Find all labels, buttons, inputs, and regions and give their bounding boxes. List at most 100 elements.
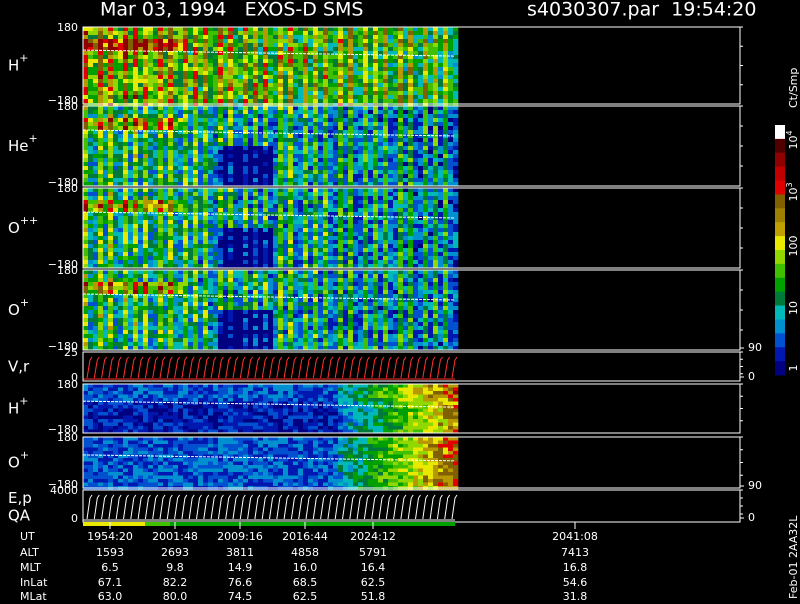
spectrogram-cell [328, 87, 333, 91]
spectrogram-cell [228, 216, 233, 220]
spectrogram-cell [443, 138, 448, 142]
spectrogram-cell [93, 110, 98, 114]
spectrogram-cell [343, 174, 348, 178]
spectrogram-cell [343, 204, 348, 208]
spectrogram-cell [213, 188, 218, 192]
spectrogram-cell [313, 47, 318, 51]
spectrogram-cell [428, 158, 433, 162]
spectrogram-cell [198, 95, 203, 99]
spectrogram-cell [288, 204, 293, 208]
spectrogram-cell [333, 83, 338, 87]
spectrogram-cell [213, 166, 218, 170]
spectrogram-cell [213, 142, 218, 146]
spectrogram-cell [138, 27, 143, 31]
spectrogram-cell [398, 138, 403, 142]
spectrogram-cell [83, 342, 88, 346]
spectrogram-cell [308, 228, 313, 232]
spectrogram-cell [143, 216, 148, 220]
spectrogram-cell [103, 138, 108, 142]
spectrogram-cell [323, 158, 328, 162]
spectrogram-cell [143, 31, 148, 35]
spectrogram-cell [193, 39, 198, 43]
spectrogram-cell [368, 146, 373, 150]
spectrogram-cell [418, 114, 423, 118]
spectrogram-cell [148, 71, 153, 75]
spectrogram-cell [98, 71, 103, 75]
spectrogram-cell [303, 126, 308, 130]
spectrogram-cell [443, 75, 448, 79]
spectrogram-cell [133, 39, 138, 43]
spectrogram-cell [93, 216, 98, 220]
spectrogram-cell [383, 67, 388, 71]
spectrogram-cell [173, 126, 178, 130]
spectrogram-cell [398, 146, 403, 150]
spectrogram-cell [238, 162, 243, 166]
spectrogram-cell [148, 240, 153, 244]
spectrogram-cell [188, 134, 193, 138]
spectrogram-cell [178, 106, 183, 110]
spectrogram-cell [408, 63, 413, 67]
spectrogram-cell [308, 188, 313, 192]
spectrogram-cell [248, 43, 253, 47]
spectrogram-cell [368, 178, 373, 182]
spectrogram-cell [303, 146, 308, 150]
spectrogram-cell [428, 154, 433, 158]
spectrogram-cell [343, 110, 348, 114]
spectrogram-cell [213, 204, 218, 208]
spectrogram-cell [448, 150, 453, 154]
spectrogram-cell [453, 59, 458, 63]
spectrogram-cell [313, 204, 318, 208]
spectrogram-cell [178, 236, 183, 240]
spectrogram-cell [453, 95, 458, 99]
spectrogram-cell [248, 248, 253, 252]
spectrogram-cell [113, 286, 118, 290]
spectrogram-cell [93, 118, 98, 122]
spectrogram-cell [218, 114, 223, 118]
spectrogram-cell [413, 178, 418, 182]
spectrogram-cell [128, 204, 133, 208]
spectrogram-cell [363, 91, 368, 95]
spectrogram-cell [143, 240, 148, 244]
spectrogram-cell [283, 208, 288, 212]
spectrogram-cell [373, 236, 378, 240]
spectrogram-cell [98, 178, 103, 182]
spectrogram-cell [443, 192, 448, 196]
spectrogram-cell [448, 244, 453, 248]
spectrogram-cell [293, 188, 298, 192]
spectrogram-cell [373, 79, 378, 83]
spectrogram-cell [373, 208, 378, 212]
spectrogram-cell [338, 126, 343, 130]
spectrogram-cell [308, 134, 313, 138]
spectrogram-cell [298, 118, 303, 122]
spectrogram-cell [208, 204, 213, 208]
spectrogram-cell [288, 158, 293, 162]
spectrogram-cell [208, 200, 213, 204]
spectrogram-cell [408, 200, 413, 204]
spectrogram-cell [228, 154, 233, 158]
spectrogram-cell [413, 232, 418, 236]
spectrogram-cell [403, 252, 408, 256]
spectrogram-cell [223, 95, 228, 99]
spectrogram-cell [313, 154, 318, 158]
spectrogram-cell [163, 55, 168, 59]
spectrogram-cell [188, 318, 193, 322]
spectrogram-cell [223, 79, 228, 83]
spectrogram-cell [183, 334, 188, 338]
spectrogram-cell [308, 220, 313, 224]
spectrogram-cell [368, 244, 373, 248]
spectrogram-cell [173, 146, 178, 150]
spectrogram-cell [188, 310, 193, 314]
spectrogram-cell [423, 248, 428, 252]
spectrogram-cell [293, 63, 298, 67]
spectrogram-cell [213, 228, 218, 232]
spectrogram-cell [178, 174, 183, 178]
spectrogram-cell [143, 244, 148, 248]
spectrogram-cell [313, 79, 318, 83]
spectrogram-cell [288, 79, 293, 83]
spectrogram-cell [83, 122, 88, 126]
spectrogram-cell [138, 228, 143, 232]
spectrogram-cell [283, 122, 288, 126]
spectrogram-cell [168, 138, 173, 142]
spectrogram-cell [293, 200, 298, 204]
spectrogram-cell [253, 220, 258, 224]
